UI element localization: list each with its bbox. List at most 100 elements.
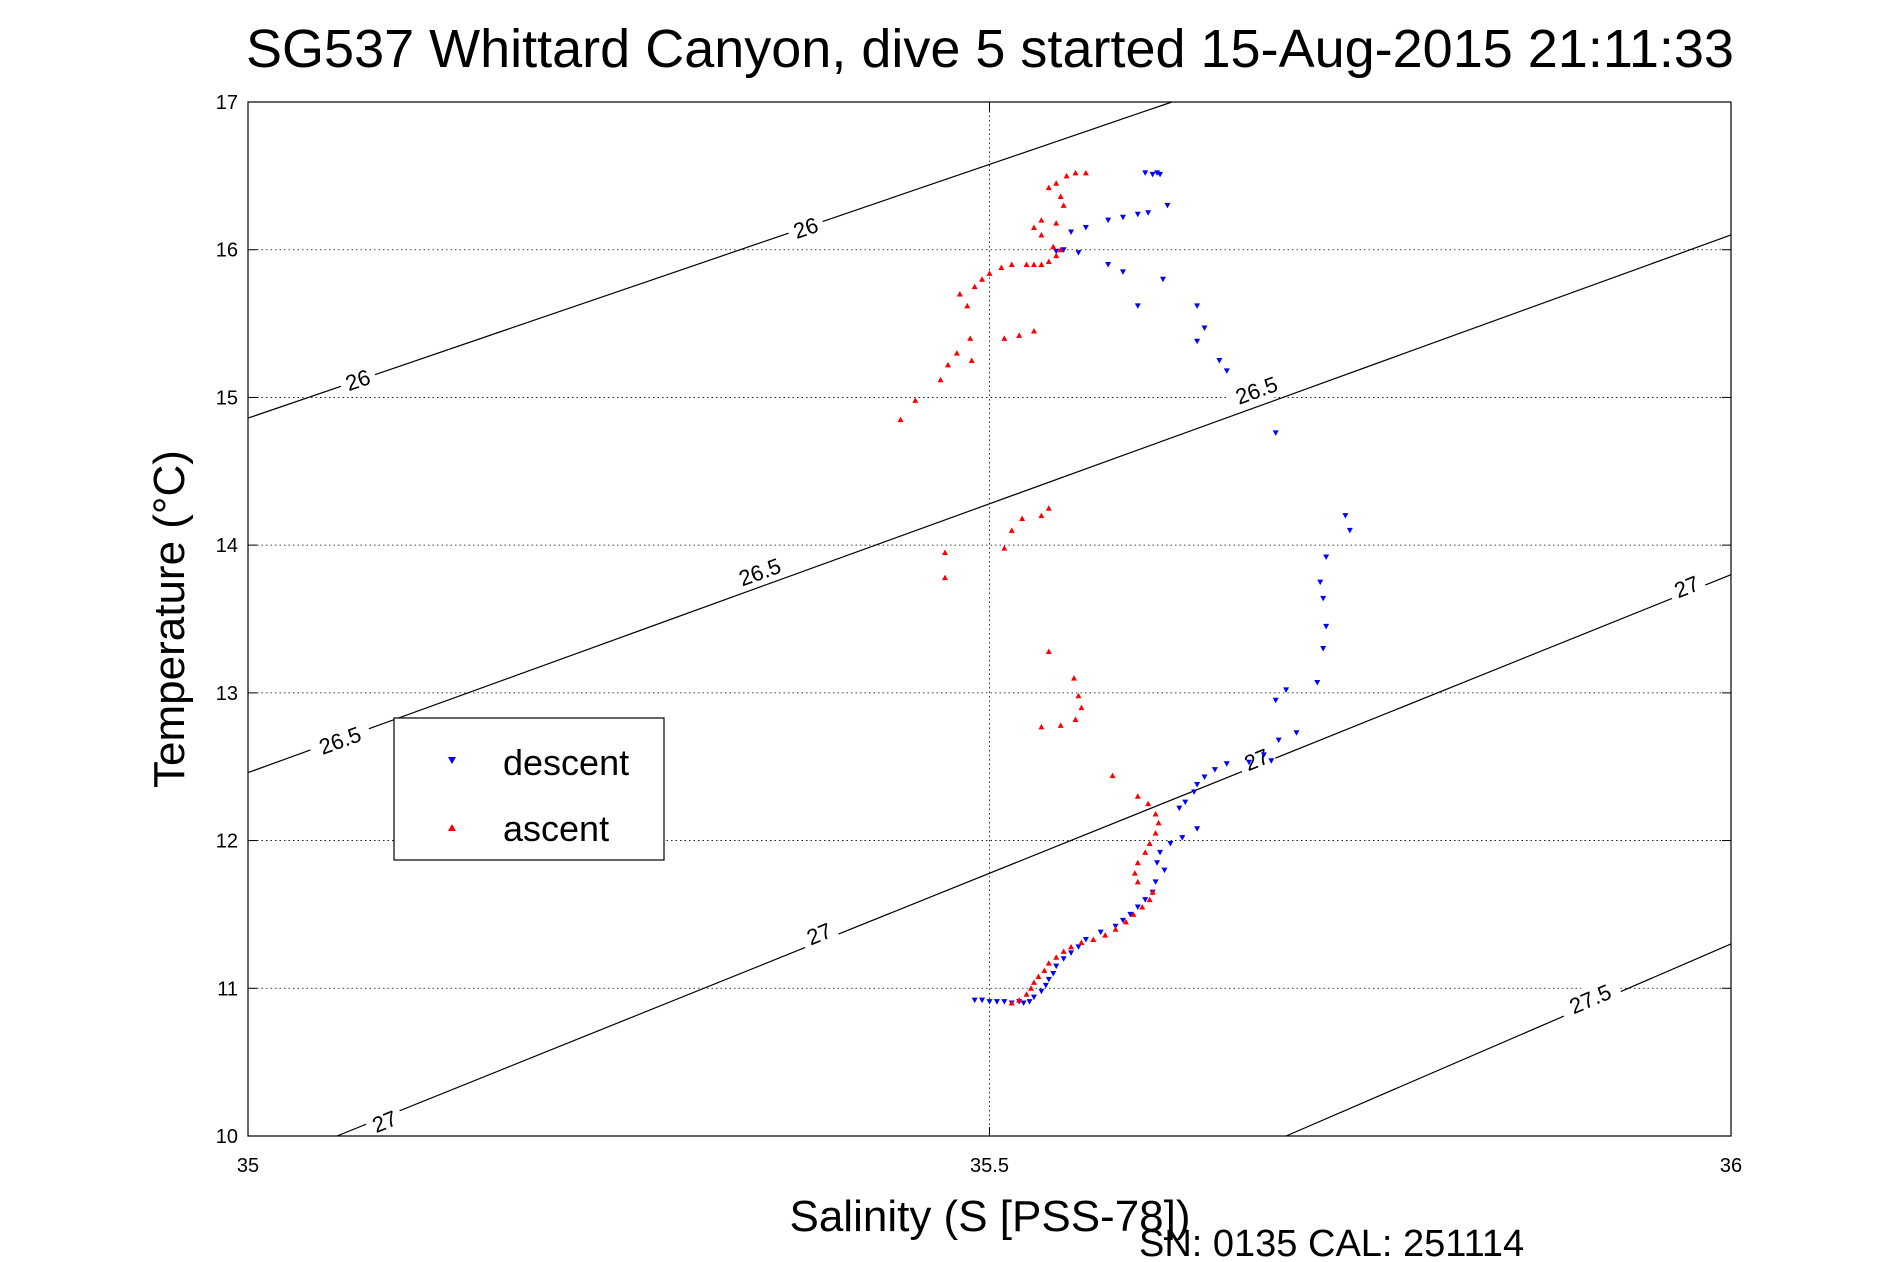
chart-title: SG537 Whittard Canyon, dive 5 started 15… xyxy=(246,19,1734,79)
descent-point xyxy=(1223,761,1230,767)
ascent-point xyxy=(1038,231,1045,238)
ascent-point xyxy=(1053,954,1060,960)
isopycnal-label-text: 26.5 xyxy=(735,553,784,591)
y-tick-label: 10 xyxy=(216,1126,238,1148)
descent-point xyxy=(1119,214,1126,221)
descent-point xyxy=(1119,917,1126,924)
ascent-point xyxy=(1131,870,1138,876)
descent-point xyxy=(1342,513,1349,519)
axis-ticks: 10 11 12 13 14 15 16 17 35 35.5 36 xyxy=(216,92,1742,1177)
ascent-point xyxy=(1130,911,1137,917)
ascent-point xyxy=(1038,261,1045,267)
y-tick-label: 13 xyxy=(216,683,238,705)
descent-point xyxy=(1097,929,1104,936)
descent-point xyxy=(1068,229,1075,235)
ascent-point xyxy=(967,335,974,341)
ascent-point xyxy=(1060,948,1067,954)
ascent-point xyxy=(1112,926,1119,932)
ascent-point xyxy=(1109,772,1116,779)
isopycnal-label-bg xyxy=(336,361,379,398)
descent-point xyxy=(1246,759,1253,766)
descent-point xyxy=(1001,999,1008,1005)
ascent-point xyxy=(1038,217,1045,223)
isopycnal-label-bg xyxy=(784,209,827,246)
descent-point xyxy=(1317,579,1324,586)
descent-point xyxy=(1160,276,1167,283)
descent-point xyxy=(1042,982,1049,989)
descent-point xyxy=(1105,217,1112,224)
descent-point xyxy=(1134,211,1141,218)
descent-point xyxy=(1194,781,1201,788)
isopycnal-label-text: 27.5 xyxy=(1566,979,1615,1019)
ascent-point xyxy=(1045,184,1052,191)
isopycnal-label: 26.5 xyxy=(306,717,374,763)
ascent-point xyxy=(1028,985,1035,991)
ascent-point xyxy=(1057,246,1064,253)
ascent-point xyxy=(1142,849,1149,855)
ascent-point xyxy=(1146,896,1153,903)
plot-data xyxy=(897,169,1353,1007)
descent-point xyxy=(1154,860,1161,866)
y-tick-label: 17 xyxy=(216,92,238,114)
ascent-point xyxy=(1145,800,1152,807)
descent-point xyxy=(1026,999,1033,1005)
ascent-point xyxy=(1060,202,1067,208)
ascent-point xyxy=(1082,169,1089,176)
ascent-point xyxy=(1030,327,1037,334)
descent-point xyxy=(1068,950,1075,956)
y-tick-label: 14 xyxy=(216,535,238,557)
descent-point xyxy=(1119,269,1126,275)
ascent-point xyxy=(1045,505,1052,511)
descent-point xyxy=(1053,963,1060,970)
y-tick-label: 12 xyxy=(216,831,238,853)
ascent-point xyxy=(1050,243,1057,250)
ascent-point xyxy=(1155,819,1162,826)
descent-point xyxy=(1346,527,1353,534)
legend-ascent-label: ascent xyxy=(503,808,609,849)
x-tick-label: 35 xyxy=(237,1155,259,1177)
ascent-point xyxy=(1072,716,1079,722)
ascent-point xyxy=(1038,723,1045,730)
ascent-point xyxy=(1149,889,1156,895)
descent-point xyxy=(1323,623,1330,630)
descent-point xyxy=(1176,805,1183,812)
descent-point xyxy=(1320,646,1327,652)
ascent-point xyxy=(1134,878,1141,885)
legend-descent-label: descent xyxy=(503,742,629,783)
x-axis-label: Salinity (S [PSS-78]) xyxy=(789,1192,1190,1241)
descent-point xyxy=(1201,325,1208,332)
isopycnal-label: 26 xyxy=(784,209,827,246)
ascent-point xyxy=(1063,172,1070,179)
ascent-point xyxy=(1008,261,1015,267)
ascent-point xyxy=(1152,810,1159,817)
y-tick-label: 16 xyxy=(216,240,238,262)
descent-point xyxy=(1045,976,1052,983)
isopycnal-label-bg xyxy=(1664,567,1709,606)
ascent-point xyxy=(979,276,986,282)
ascent-point xyxy=(1072,169,1079,176)
isopycnal-line xyxy=(247,234,1732,774)
isopycnal-26: 26 26 xyxy=(247,101,1173,419)
ascent-point xyxy=(1068,943,1075,950)
ascent-point xyxy=(998,264,1005,270)
ascent-point xyxy=(1071,675,1078,681)
ascent-point xyxy=(1041,967,1048,974)
isopycnal-contours: 26 26 26.5 26.5 26.5 27 27 27 27 27.5 xyxy=(247,101,1732,1141)
ascent-point xyxy=(1030,224,1037,231)
ascent-point xyxy=(944,361,951,368)
descent-point xyxy=(979,997,986,1004)
ascent-point xyxy=(942,549,949,556)
descent-point xyxy=(993,999,1000,1005)
isopycnal-27: 27 27 27 27 xyxy=(336,567,1732,1141)
ascent-point xyxy=(1078,704,1085,711)
descent-point xyxy=(1161,867,1168,874)
ascent-point xyxy=(1152,830,1159,836)
descent-point xyxy=(1164,202,1171,209)
descent-point xyxy=(1149,171,1156,178)
descent-point xyxy=(1283,687,1290,693)
descent-point xyxy=(1075,944,1082,950)
ascent-point xyxy=(1023,261,1030,267)
serial-calibration-text: SN: 0135 CAL: 251114 xyxy=(1139,1223,1524,1262)
isopycnal-label-text: 26.5 xyxy=(1232,371,1281,409)
